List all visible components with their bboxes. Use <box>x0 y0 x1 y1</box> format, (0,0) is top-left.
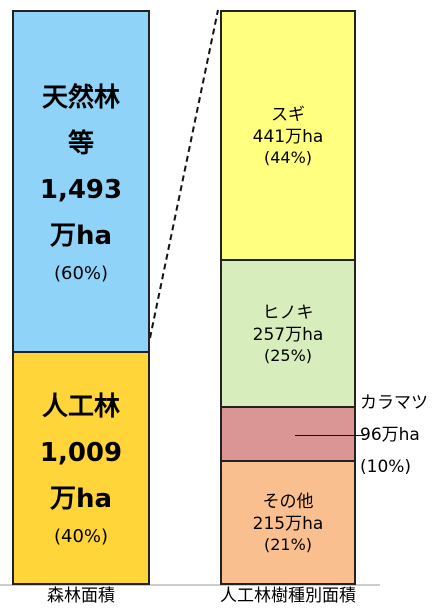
outside-label: カラマツ 96万ha (10%) <box>360 387 439 483</box>
segment-label: スギ 441万ha <box>253 104 324 148</box>
segment-name: その他 <box>262 492 314 513</box>
segment-value: 257万ha <box>252 325 324 346</box>
bar-segment: 人工林 1,009万ha (40%) <box>12 351 150 585</box>
segment-percent: (40%) <box>53 526 109 548</box>
segment-label: カラマツ 96万ha <box>360 387 439 451</box>
segment-label: 人工林 1,009万ha <box>34 384 129 522</box>
segment-value: 215万ha <box>252 514 324 535</box>
segment-percent: (44%) <box>263 148 313 168</box>
segment-percent: (60%) <box>53 262 109 284</box>
bar-segment <box>220 405 356 463</box>
segment-label: 天然林等 1,493万ha <box>34 75 129 259</box>
leader-line <box>295 435 365 437</box>
segment-percent: (21%) <box>263 535 313 555</box>
segment-value: 1,493万ha <box>39 174 123 251</box>
segment-name: 天然林等 <box>41 82 120 159</box>
segment-name: カラマツ <box>360 393 428 414</box>
segment-value: 96万ha <box>360 425 420 446</box>
segment-value: 1,009万ha <box>39 438 123 515</box>
segment-label: ヒノキ 257万ha <box>253 302 324 346</box>
segment-value: 441万ha <box>252 127 324 148</box>
segment-name: ヒノキ <box>262 303 314 324</box>
segment-name: スギ <box>270 105 305 126</box>
bar-segment: 天然林等 1,493万ha (60%) <box>12 10 150 354</box>
segment-name: 人工林 <box>41 392 120 423</box>
bar-segment: その他 215万ha (21%) <box>220 460 356 585</box>
segment-percent: (10%) <box>360 457 412 478</box>
connector-line <box>149 9 219 339</box>
bar-segment: スギ 441万ha (44%) <box>220 10 356 262</box>
segment-percent: (25%) <box>263 346 313 366</box>
segment-label: その他 215万ha <box>253 491 324 535</box>
bar-segment: ヒノキ 257万ha (25%) <box>220 259 356 408</box>
